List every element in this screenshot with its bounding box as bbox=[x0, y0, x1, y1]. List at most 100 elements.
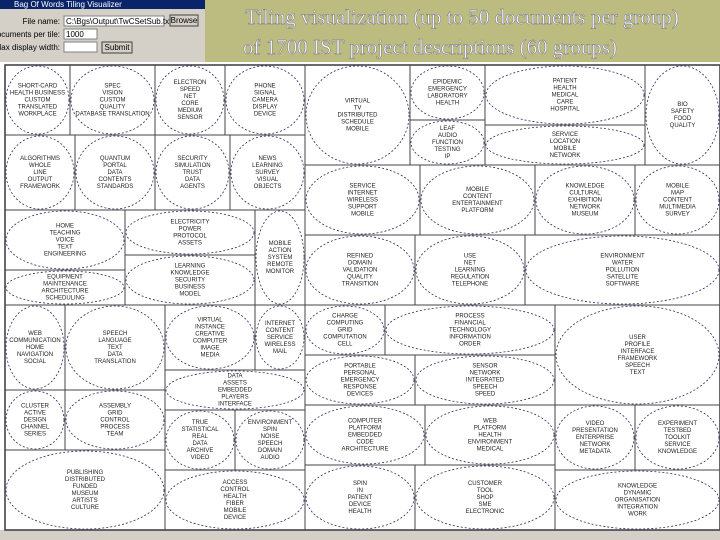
tile-word: DOMAIN bbox=[258, 448, 282, 454]
tile-word: SCHEDULE bbox=[341, 120, 374, 126]
tile-word: PUBLISHING bbox=[67, 470, 104, 476]
cluster-ellipse bbox=[165, 470, 305, 530]
tile-word: SIMULATION bbox=[174, 163, 210, 169]
tile-word: ENTERPRISE bbox=[576, 435, 614, 441]
window-titlebar bbox=[0, 0, 205, 9]
tile-word: MAIL bbox=[273, 349, 288, 355]
tile-word: DEVICE bbox=[254, 112, 276, 118]
cluster-ellipse bbox=[555, 305, 720, 405]
tile-word: TEXT bbox=[57, 245, 73, 251]
cluster-ellipse bbox=[5, 450, 165, 530]
tile-word: DATA bbox=[107, 352, 122, 358]
tile-word: ARCHITECTURE bbox=[341, 447, 388, 453]
tile-word: TEXT bbox=[107, 345, 123, 351]
cluster-ellipse bbox=[305, 405, 425, 465]
tile-word: HOME bbox=[56, 224, 74, 230]
button-label: Browse bbox=[171, 16, 198, 25]
tile-word: ARCHITECTURE bbox=[41, 289, 88, 295]
tile-word: SERVICE bbox=[267, 335, 293, 341]
tile-word: ENVIRONMENT bbox=[468, 440, 513, 446]
tile-word: DISTRIBUTED bbox=[337, 113, 378, 119]
tile-word: HEALTH bbox=[223, 494, 246, 500]
tile-word: CONTENT bbox=[266, 328, 295, 334]
tile-word: PATIENT bbox=[348, 495, 373, 501]
tile-word: NET bbox=[184, 94, 196, 100]
tile-word: CHARGE bbox=[332, 314, 358, 320]
tile-word: PROCESS bbox=[455, 314, 484, 320]
cluster-ellipse bbox=[75, 135, 155, 210]
tile-word: ENVIRONMENT bbox=[600, 254, 645, 260]
tile-word: SHOP bbox=[476, 495, 493, 501]
tile-word: MEDIA bbox=[200, 353, 219, 359]
tile-word: EMERGENCY bbox=[341, 378, 380, 384]
tile-word: BUSINESS bbox=[175, 285, 205, 291]
cluster-ellipse bbox=[165, 305, 255, 370]
tile-word: DATA bbox=[185, 177, 200, 183]
tile-word: POWER bbox=[179, 227, 202, 233]
text-input[interactable] bbox=[63, 15, 165, 27]
tile-word: ARCHIVE bbox=[187, 448, 214, 454]
tile-word: POLLUTION bbox=[605, 268, 639, 274]
tile-word: IN bbox=[357, 488, 363, 494]
tile-word: SOCIAL bbox=[24, 359, 47, 365]
tile-word: LEARNING bbox=[252, 163, 283, 169]
tile-word: LEAF bbox=[440, 126, 455, 132]
tile-word: TRUE bbox=[192, 420, 208, 426]
tile-word: PORTABLE bbox=[344, 364, 375, 370]
tile-word: TELEPHONE bbox=[452, 282, 488, 288]
tile-word: CAMERA bbox=[252, 98, 278, 104]
tile-word: FRAMEWORK bbox=[20, 184, 60, 190]
tile-word: SENSOR bbox=[177, 115, 203, 121]
tile-word: FUNDED bbox=[73, 484, 99, 490]
tile-word: ELECTRON bbox=[174, 80, 207, 86]
tile-word: HEALTH bbox=[436, 101, 459, 107]
tile-word: SPEECH bbox=[473, 385, 498, 391]
tile-word: USE bbox=[464, 254, 476, 260]
tile-word: CREATIVE bbox=[195, 332, 225, 338]
tile-word: TEXT bbox=[630, 370, 646, 376]
tile-word: SECURITY bbox=[175, 278, 205, 284]
tile-word: STATISTICAL bbox=[181, 427, 219, 433]
tile-word: INTERFACE bbox=[218, 402, 252, 408]
text-input[interactable] bbox=[63, 28, 98, 40]
tile-word: ENTERTAINMENT bbox=[452, 201, 503, 207]
text-input[interactable] bbox=[63, 41, 98, 53]
cluster-ellipse bbox=[155, 65, 225, 135]
cluster-ellipse bbox=[420, 165, 535, 235]
button[interactable] bbox=[101, 41, 133, 54]
tile-word: PROTOCOL bbox=[173, 234, 207, 240]
field-label: Max documents per tile: bbox=[0, 30, 60, 39]
tile-word: DOMAIN bbox=[348, 261, 372, 267]
tile-word: DATA bbox=[107, 170, 122, 176]
tile-word: NAVIGATION bbox=[17, 352, 53, 358]
tile-word: SPIN bbox=[263, 427, 277, 433]
tile-word: ASSETS bbox=[178, 241, 202, 247]
cluster-ellipse bbox=[255, 305, 305, 370]
tile-word: KNOWLEDGE bbox=[565, 184, 604, 190]
cluster-ellipse bbox=[525, 235, 720, 305]
cluster-ellipse bbox=[535, 165, 635, 235]
tile-word: VISUAL bbox=[257, 177, 279, 183]
cluster-ellipse bbox=[225, 65, 305, 135]
tile-word: SYSTEM bbox=[268, 255, 293, 261]
tile-word: PLATFORM bbox=[474, 426, 506, 432]
tile-word: WEB bbox=[483, 419, 497, 425]
cluster-ellipse bbox=[305, 65, 410, 165]
tile-word: NETWORK bbox=[570, 205, 601, 211]
tile-word: VALIDATION bbox=[343, 268, 378, 274]
tile-word: PORTAL bbox=[103, 163, 127, 169]
tile-word: QUALITY bbox=[100, 105, 126, 111]
tile-word: SHORT-CARD bbox=[18, 84, 58, 90]
tile-word: PRESENTATION bbox=[572, 428, 618, 434]
tile-word: VISION bbox=[102, 91, 122, 97]
tile-word: FINANCIAL bbox=[454, 321, 486, 327]
tile-word: SPEED bbox=[180, 87, 201, 93]
button[interactable] bbox=[169, 14, 199, 27]
tile-word: USER bbox=[629, 335, 646, 341]
tile-word: MOBILE bbox=[666, 184, 689, 190]
tile-word: AGENTS bbox=[180, 184, 205, 190]
tile-word: LOCATION bbox=[550, 139, 580, 145]
tile-word: DATA bbox=[227, 374, 242, 380]
tile-word: CULTURAL bbox=[569, 191, 601, 197]
tile-word: METADATA bbox=[579, 449, 610, 455]
